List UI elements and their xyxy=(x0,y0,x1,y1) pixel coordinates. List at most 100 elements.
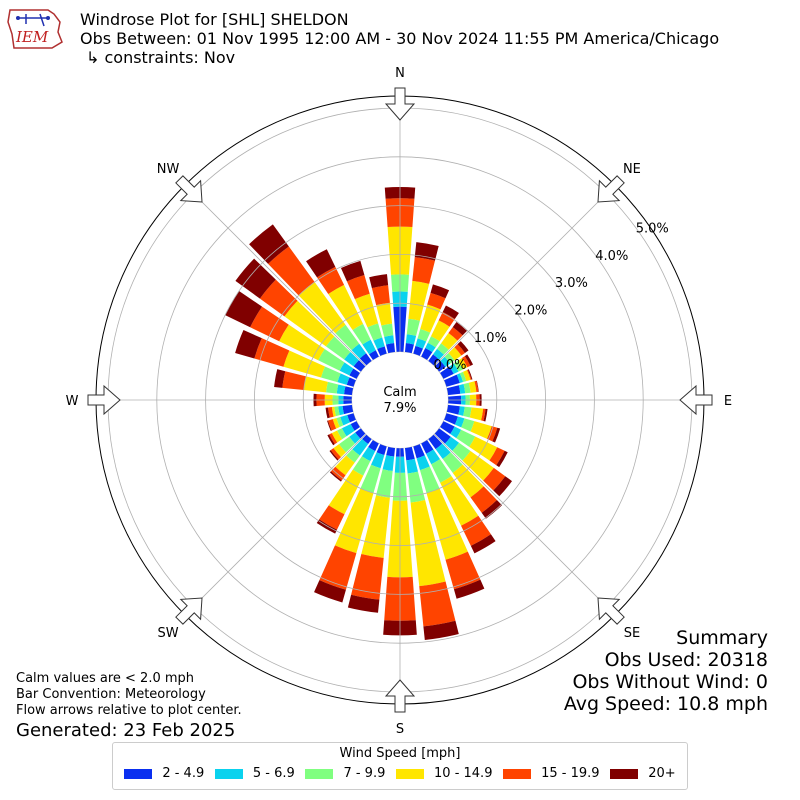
flow-arrow-e xyxy=(679,384,713,416)
bar-350-bin1 xyxy=(384,335,395,345)
grid-spoke-225 xyxy=(184,433,367,616)
bar-250-bin2 xyxy=(336,417,344,427)
bar-190-bin1 xyxy=(382,455,395,472)
bar-340-bin2 xyxy=(367,323,383,341)
direction-label-sw: SW xyxy=(158,626,179,641)
calm-layer: Calm 7.9% xyxy=(352,352,448,448)
bar-170-bin5 xyxy=(423,620,459,640)
bar-350-bin0 xyxy=(386,343,396,354)
bar-250-bin3 xyxy=(332,418,340,429)
bar-30-bin1 xyxy=(425,342,436,353)
bar-250-bin5 xyxy=(327,420,332,431)
bar-330-bin5 xyxy=(306,249,336,278)
legend-swatch xyxy=(396,768,425,779)
bar-240-bin3 xyxy=(331,430,343,443)
bar-340-bin0 xyxy=(377,346,387,357)
radial-tick-3: 3.0% xyxy=(555,276,588,291)
bar-40-bin1 xyxy=(433,348,444,360)
bar-140-bin0 xyxy=(428,434,443,450)
bar-300-bin0 xyxy=(349,368,361,380)
bar-290-bin4 xyxy=(254,338,290,367)
bar-40-bin4 xyxy=(448,327,463,341)
legend-swatch xyxy=(610,768,639,779)
bar-250-bin0 xyxy=(347,413,357,423)
bar-320-bin5 xyxy=(249,224,289,264)
bar-280-bin4 xyxy=(282,371,307,391)
bar-340-bin5 xyxy=(340,260,365,282)
obs-without-wind: Obs Without Wind: 0 xyxy=(572,671,768,693)
bar-290-bin2 xyxy=(320,366,341,383)
bar-290-bin0 xyxy=(346,377,357,387)
bar-330-bin2 xyxy=(352,323,371,345)
bar-50-bin2 xyxy=(444,353,455,364)
grid-spoke-45 xyxy=(433,184,616,367)
flow-arrow-ne xyxy=(597,175,625,203)
flow-arrow-s xyxy=(384,679,416,713)
radial-tick-5: 5.0% xyxy=(636,222,669,237)
bar-80-bin4 xyxy=(474,380,479,393)
bar-310-bin0 xyxy=(353,360,366,372)
constraints: ↳ constraints: Nov xyxy=(86,48,236,67)
legend-swatch xyxy=(305,768,334,779)
bar-320-bin2 xyxy=(335,324,360,351)
direction-labels: N NE E SE S SW W NW xyxy=(66,66,733,737)
flow-arrow-se xyxy=(597,597,625,625)
flow-arrow-n xyxy=(384,87,416,121)
bar-50-bin4 xyxy=(454,344,465,356)
bar-40-bin5 xyxy=(452,321,468,336)
bar-200-bin2 xyxy=(360,464,381,494)
bar-120-bin2 xyxy=(456,429,476,447)
legend-label: 15 - 19.9 xyxy=(541,766,600,781)
bar-240-bin1 xyxy=(341,423,355,437)
bar-10-bin0 xyxy=(404,343,414,354)
bar-200-bin4 xyxy=(319,545,357,590)
legend-swatch xyxy=(124,768,153,779)
bar-70-bin5 xyxy=(467,369,473,380)
bar-70-bin2 xyxy=(459,371,467,383)
bar-140-bin2 xyxy=(442,452,463,473)
bar-280-bin3 xyxy=(303,376,328,393)
calm-value: 7.9% xyxy=(383,401,416,416)
bar-60-bin2 xyxy=(453,360,463,372)
bar-110-bin2 xyxy=(461,418,475,432)
bar-220-bin1 xyxy=(352,439,369,456)
bar-140-bin4 xyxy=(470,486,497,513)
bar-120-bin1 xyxy=(450,426,462,439)
legend-label: 10 - 14.9 xyxy=(434,766,493,781)
direction-label-nw: NW xyxy=(157,162,180,177)
bar-140-bin1 xyxy=(435,443,451,460)
bar-280-bin1 xyxy=(336,384,346,395)
bar-80-bin1 xyxy=(458,384,466,394)
bar-210-bin0 xyxy=(368,439,380,452)
bar-50-bin0 xyxy=(434,360,446,372)
bar-80-bin2 xyxy=(463,382,471,394)
bar-160-bin4 xyxy=(445,551,481,590)
bar-50-bin5 xyxy=(457,341,469,353)
bar-210-bin2 xyxy=(352,456,371,476)
bar-80-bin3 xyxy=(468,381,477,393)
bar-260-bin4 xyxy=(327,407,334,418)
summary-heading: Summary xyxy=(676,627,768,649)
bar-40-bin3 xyxy=(441,333,458,350)
flow-arrow-sw xyxy=(175,597,203,625)
bar-260-bin1 xyxy=(338,405,344,416)
calm-label: Calm xyxy=(383,385,416,400)
bar-320-bin3 xyxy=(298,282,346,334)
bar-260-bin5 xyxy=(325,407,330,419)
bar-70-bin0 xyxy=(443,374,460,387)
title-block: Windrose Plot for [SHL] SHELDON Obs Betw… xyxy=(80,10,719,67)
direction-label-w: W xyxy=(66,394,79,409)
bar-160-bin1 xyxy=(416,455,430,471)
bar-20-bin3 xyxy=(420,304,441,333)
avg-speed: Avg Speed: 10.8 mph xyxy=(563,693,768,715)
bar-240-bin5 xyxy=(327,434,335,446)
bar-320-bin1 xyxy=(351,343,367,359)
bar-120-bin3 xyxy=(469,436,498,461)
bar-150-bin3 xyxy=(440,476,479,526)
bar-350-bin4 xyxy=(371,285,390,306)
bar-260-bin0 xyxy=(342,404,354,415)
direction-label-s: S xyxy=(396,722,404,737)
legend-label: 5 - 6.9 xyxy=(252,766,295,781)
bar-340-bin3 xyxy=(354,293,379,328)
bar-300-bin2 xyxy=(318,349,345,371)
